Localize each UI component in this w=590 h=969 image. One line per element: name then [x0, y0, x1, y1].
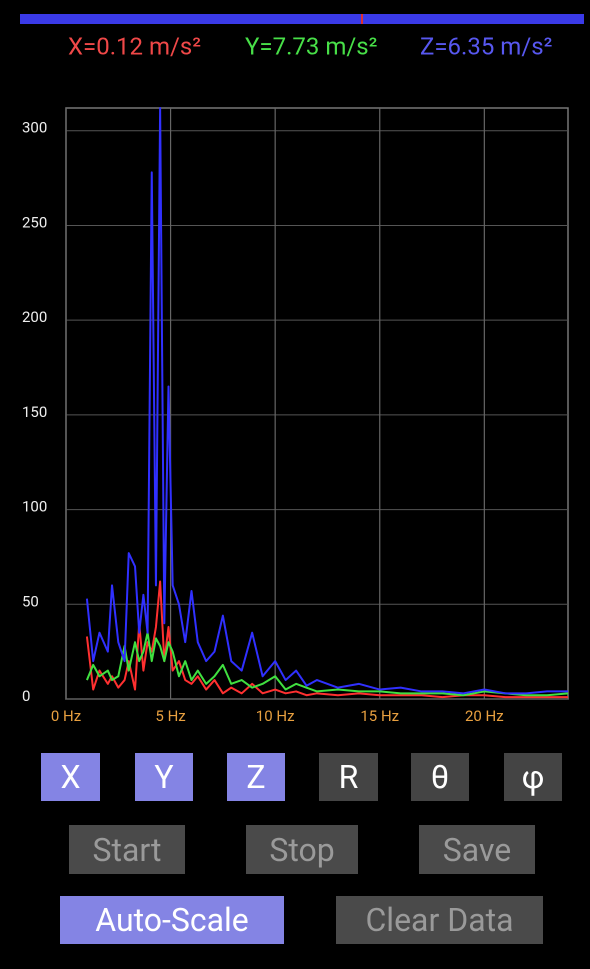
- progress-bar: [20, 14, 584, 24]
- button[interactable]: R: [319, 753, 378, 801]
- axis-readout: X=0.12 m/s²: [68, 32, 201, 60]
- y-tick-label: 50: [22, 592, 39, 610]
- axis-readout: Y=7.73 m/s²: [245, 32, 377, 60]
- y-tick-label: 300: [22, 119, 47, 137]
- y-tick-label: 250: [22, 213, 47, 231]
- button[interactable]: φ: [504, 753, 562, 801]
- button[interactable]: Save: [419, 825, 535, 874]
- button[interactable]: Auto-Scale: [60, 896, 284, 944]
- y-tick-label: 100: [22, 498, 47, 516]
- x-tick-label: 15 Hz: [360, 707, 399, 725]
- y-tick-label: 200: [22, 308, 47, 326]
- button[interactable]: Z: [227, 753, 285, 801]
- x-tick-label: 0 Hz: [51, 707, 81, 725]
- spectrum-line: [85, 580, 568, 699]
- button[interactable]: X: [41, 753, 100, 801]
- spectrum-line: [85, 107, 568, 695]
- y-tick-label: 150: [22, 403, 47, 421]
- button[interactable]: θ: [411, 753, 469, 801]
- axis-readout: Z=6.35 m/s²: [420, 32, 552, 60]
- x-tick-label: 20 Hz: [465, 707, 504, 725]
- button[interactable]: Clear Data: [336, 896, 543, 944]
- spectrum-line: [85, 631, 569, 697]
- button[interactable]: Y: [135, 753, 193, 801]
- x-tick-label: 10 Hz: [256, 707, 295, 725]
- button[interactable]: Start: [69, 825, 185, 874]
- y-tick-label: 0: [22, 687, 30, 705]
- x-tick-label: 5 Hz: [155, 707, 185, 725]
- progress-marker: [361, 14, 363, 24]
- button[interactable]: Stop: [246, 825, 358, 874]
